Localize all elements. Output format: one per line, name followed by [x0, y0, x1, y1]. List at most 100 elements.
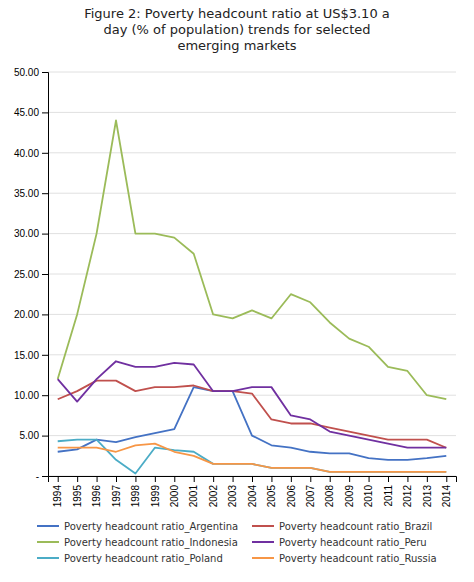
tick: 2001 [188, 476, 199, 507]
legend: Poverty headcount ratio_Argentina Poverty… [37, 521, 437, 565]
tick: 2003 [227, 476, 238, 507]
tick: 2010 [363, 476, 374, 507]
tick-label: 2010 [363, 485, 374, 508]
tick: 35.00 [14, 188, 48, 199]
grid-line [48, 193, 456, 194]
tick-label: 2007 [305, 485, 316, 508]
legend-swatch [37, 525, 59, 527]
tick-mark [42, 274, 48, 275]
tick-mark [388, 476, 389, 482]
legend-item: Poverty headcount ratio_Brazil [252, 521, 432, 533]
tick-label: 2013 [422, 485, 433, 508]
tick: 2012 [402, 476, 413, 507]
grid [48, 72, 456, 476]
tick: 2013 [422, 476, 433, 507]
tick-mark [291, 476, 292, 482]
axis-line [49, 477, 457, 483]
tick-mark [116, 476, 117, 482]
tick-mark [233, 476, 234, 482]
line [58, 361, 447, 447]
tick: 10.00 [14, 390, 48, 401]
tick-label: 10.00 [14, 390, 39, 401]
tick-label: 15.00 [14, 350, 39, 361]
line [58, 381, 447, 448]
legend-swatch [37, 541, 59, 543]
tick: 1998 [130, 476, 141, 507]
legend-item: Poverty headcount ratio_Argentina [37, 521, 238, 533]
tick-mark [310, 476, 311, 482]
tick-mark [58, 476, 59, 482]
tick-label: 30.00 [14, 228, 39, 239]
axis-line [42, 73, 49, 477]
tick-mark [155, 476, 156, 482]
tick-label: 1994 [52, 485, 63, 508]
tick-mark [42, 72, 48, 73]
tick-label: 1998 [130, 485, 141, 508]
tick-mark [446, 476, 447, 482]
tick-mark [135, 476, 136, 482]
tick-label: 25.00 [14, 269, 39, 280]
tick: 2004 [247, 476, 258, 507]
tick-mark [174, 476, 175, 482]
tick: 1999 [150, 476, 161, 507]
tick-mark [213, 476, 214, 482]
tick-label: 2004 [247, 485, 258, 508]
tick: 1996 [91, 476, 102, 507]
tick-label: 2014 [441, 485, 452, 508]
tick-mark [42, 193, 48, 194]
tick-label: 1996 [91, 485, 102, 508]
tick-mark [77, 476, 78, 482]
tick: 1997 [111, 476, 122, 507]
tick-mark [42, 234, 48, 235]
tick-label: 2005 [266, 485, 277, 508]
legend-item: Poverty headcount ratio_Indonesia [37, 537, 238, 549]
tick-label: 1995 [72, 485, 83, 508]
tick: 5.00 [20, 430, 48, 441]
tick: 2006 [286, 476, 297, 507]
tick-label: 2011 [383, 485, 394, 507]
title: Figure 2: Poverty headcount ratio at US$… [84, 6, 390, 53]
tick-mark [252, 476, 253, 482]
tick-label: 1999 [150, 485, 161, 508]
tick-label: 2000 [169, 485, 180, 508]
legend-swatch [37, 557, 59, 559]
legend-swatch [252, 557, 274, 559]
tick: 2000 [169, 476, 180, 507]
tick-mark [42, 476, 48, 477]
line [58, 387, 447, 460]
tick-mark [330, 476, 331, 482]
line [58, 440, 447, 474]
legend-swatch [252, 525, 274, 527]
tick-label: 2009 [344, 485, 355, 508]
grid-line [48, 112, 456, 113]
tick-label: - [36, 471, 39, 482]
legend-label: Poverty headcount ratio_Russia [279, 553, 437, 565]
legend-item: Poverty headcount ratio_Peru [252, 537, 427, 549]
tick-label: 20.00 [14, 309, 39, 320]
tick-label: 2008 [324, 485, 335, 508]
tick-label: 1997 [111, 485, 122, 508]
lines [58, 120, 447, 473]
grid-line [48, 233, 456, 234]
tick: 2007 [305, 476, 316, 507]
tick-mark [97, 476, 98, 482]
line [58, 120, 447, 399]
tick-mark [427, 476, 428, 482]
tick: 15.00 [14, 350, 48, 361]
chart: Figure 2: Poverty headcount ratio at US$… [0, 0, 474, 582]
tick-mark [42, 436, 48, 437]
tick: 2005 [266, 476, 277, 507]
tick-mark [42, 112, 48, 113]
tick-label: 2002 [208, 485, 219, 508]
line [58, 444, 447, 472]
tick-label: 35.00 [14, 188, 39, 199]
tick-label: 45.00 [14, 107, 39, 118]
tick-label: 2006 [286, 485, 297, 508]
tick-label: 2001 [188, 485, 199, 508]
tick: 2008 [324, 476, 335, 507]
grid-line [48, 274, 456, 275]
tick-mark [42, 355, 48, 356]
tick: 50.00 [14, 67, 48, 78]
grid-line [48, 72, 456, 73]
grid-line [48, 354, 456, 355]
